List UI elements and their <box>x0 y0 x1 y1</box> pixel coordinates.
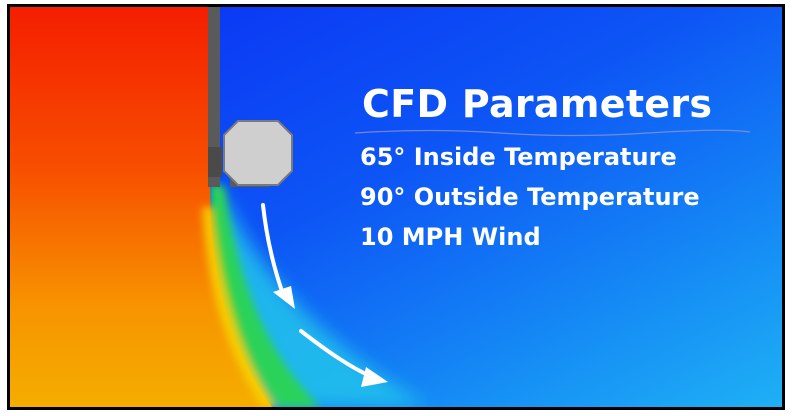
title: CFD Parameters <box>362 82 713 126</box>
airflow-arrow-1 <box>261 203 295 309</box>
hot-region <box>10 7 272 407</box>
parameter-list: 65° Inside Temperature 90° Outside Tempe… <box>360 137 700 257</box>
air-curtain-unit-icon <box>223 120 293 186</box>
cfd-visualization-frame: CFD Parameters 65° Inside Temperature 90… <box>7 4 785 410</box>
mixing-plume <box>210 182 320 407</box>
wind-speed: 10 MPH Wind <box>360 223 541 251</box>
warm-fringe <box>202 207 278 407</box>
outside-temperature: 90° Outside Temperature <box>360 183 700 211</box>
inside-temperature: 65° Inside Temperature <box>360 143 677 171</box>
wall-bracket <box>208 147 222 177</box>
cfd-temperature-field <box>10 7 782 407</box>
wall <box>208 7 220 187</box>
airflow-arrow-2 <box>299 329 388 387</box>
title-underline <box>354 129 751 137</box>
